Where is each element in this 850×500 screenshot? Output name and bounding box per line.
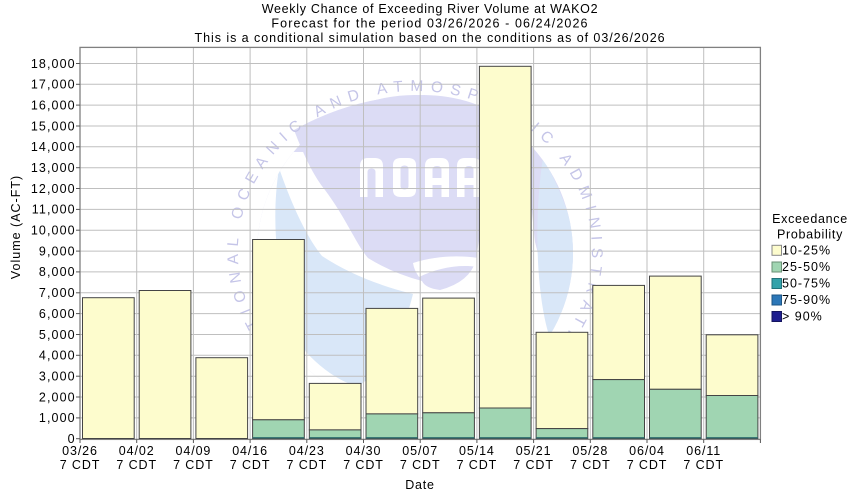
svg-text:06/11: 06/11 [686,444,721,458]
svg-text:12,000: 12,000 [31,182,76,196]
svg-text:9,000: 9,000 [39,244,76,258]
svg-text:7 CDT: 7 CDT [457,458,498,472]
svg-text:18,000: 18,000 [31,57,76,71]
svg-text:17,000: 17,000 [31,78,76,92]
svg-text:0: 0 [68,432,76,446]
svg-text:7 CDT: 7 CDT [570,458,611,472]
svg-text:05/14: 05/14 [459,444,495,458]
svg-text:11,000: 11,000 [32,203,76,217]
svg-text:8,000: 8,000 [39,265,76,279]
svg-text:7 CDT: 7 CDT [60,458,101,472]
svg-text:75-90%: 75-90% [782,293,831,307]
svg-text:Weekly Chance of Exceeding Riv: Weekly Chance of Exceeding River Volume … [262,2,599,16]
svg-text:04/16: 04/16 [232,444,268,458]
svg-text:Forecast for the period 03/26/: Forecast for the period 03/26/2026 - 06/… [271,17,588,31]
svg-text:15,000: 15,000 [31,119,76,133]
svg-text:Exceedance: Exceedance [772,212,848,226]
svg-text:25-50%: 25-50% [782,260,831,274]
svg-text:1,000: 1,000 [39,411,76,425]
svg-text:06/04: 06/04 [629,444,665,458]
svg-text:03/26: 03/26 [62,444,98,458]
svg-text:Volume (AC-FT): Volume (AC-FT) [9,175,23,279]
svg-text:5,000: 5,000 [39,328,76,342]
svg-text:7 CDT: 7 CDT [173,458,214,472]
svg-text:Date: Date [405,478,435,492]
svg-text:7 CDT: 7 CDT [230,458,271,472]
svg-text:16,000: 16,000 [31,98,76,112]
svg-text:2,000: 2,000 [39,390,76,404]
svg-text:04/09: 04/09 [176,444,212,458]
svg-text:05/28: 05/28 [572,444,608,458]
svg-text:10-25%: 10-25% [782,244,831,258]
svg-text:7 CDT: 7 CDT [627,458,668,472]
svg-text:7 CDT: 7 CDT [286,458,327,472]
svg-text:14,000: 14,000 [31,140,76,154]
svg-text:> 90%: > 90% [782,310,823,324]
svg-text:3,000: 3,000 [39,370,76,384]
svg-text:7,000: 7,000 [39,286,76,300]
svg-text:05/07: 05/07 [402,444,438,458]
svg-text:10,000: 10,000 [31,224,76,238]
svg-text:04/30: 04/30 [346,444,382,458]
svg-text:7 CDT: 7 CDT [400,458,441,472]
svg-text:7 CDT: 7 CDT [343,458,384,472]
svg-text:7 CDT: 7 CDT [116,458,157,472]
svg-text:4,000: 4,000 [39,349,76,363]
svg-text:This is a conditional simulati: This is a conditional simulation based o… [195,31,666,45]
svg-text:04/02: 04/02 [119,444,155,458]
svg-text:50-75%: 50-75% [782,277,831,291]
svg-text:04/23: 04/23 [289,444,325,458]
svg-text:7 CDT: 7 CDT [683,458,724,472]
svg-text:6,000: 6,000 [39,307,76,321]
svg-text:13,000: 13,000 [31,161,76,175]
svg-text:7 CDT: 7 CDT [513,458,554,472]
svg-text:Probability: Probability [777,228,843,242]
svg-text:05/21: 05/21 [516,444,552,458]
